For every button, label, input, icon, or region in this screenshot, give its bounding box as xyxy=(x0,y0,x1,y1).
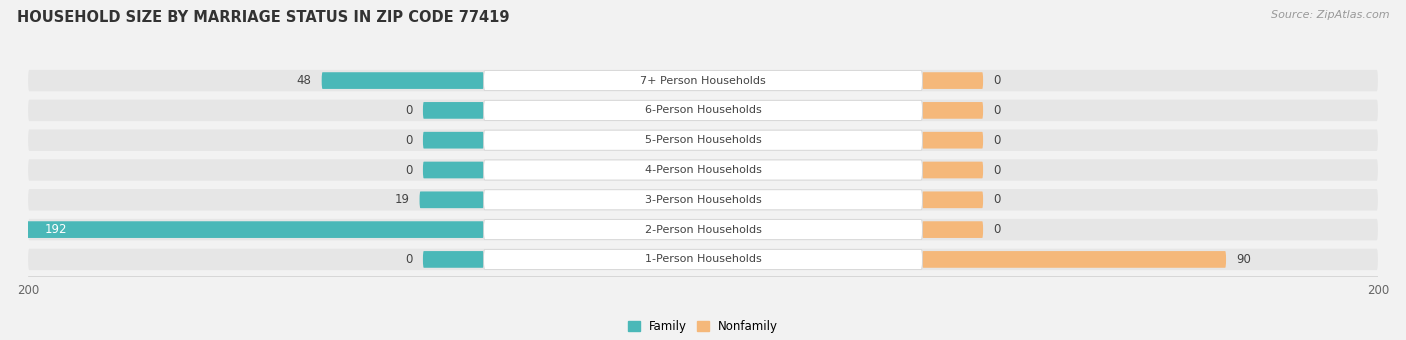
FancyBboxPatch shape xyxy=(922,251,1226,268)
Text: 0: 0 xyxy=(405,164,413,176)
Legend: Family, Nonfamily: Family, Nonfamily xyxy=(623,316,783,338)
FancyBboxPatch shape xyxy=(922,191,983,208)
FancyBboxPatch shape xyxy=(922,102,983,119)
Text: 0: 0 xyxy=(993,104,1001,117)
Text: 0: 0 xyxy=(993,223,1001,236)
Text: 48: 48 xyxy=(297,74,312,87)
Text: 0: 0 xyxy=(993,74,1001,87)
FancyBboxPatch shape xyxy=(28,249,1378,270)
Text: HOUSEHOLD SIZE BY MARRIAGE STATUS IN ZIP CODE 77419: HOUSEHOLD SIZE BY MARRIAGE STATUS IN ZIP… xyxy=(17,10,509,25)
FancyBboxPatch shape xyxy=(484,71,922,90)
FancyBboxPatch shape xyxy=(922,221,983,238)
Text: 2-Person Households: 2-Person Households xyxy=(644,225,762,235)
Text: 5-Person Households: 5-Person Households xyxy=(644,135,762,145)
Text: 19: 19 xyxy=(395,193,409,206)
Text: Source: ZipAtlas.com: Source: ZipAtlas.com xyxy=(1271,10,1389,20)
FancyBboxPatch shape xyxy=(0,221,484,238)
FancyBboxPatch shape xyxy=(484,250,922,269)
Text: 0: 0 xyxy=(405,104,413,117)
FancyBboxPatch shape xyxy=(28,219,1378,240)
FancyBboxPatch shape xyxy=(484,190,922,210)
FancyBboxPatch shape xyxy=(322,72,484,89)
Text: 0: 0 xyxy=(993,193,1001,206)
Text: 0: 0 xyxy=(993,164,1001,176)
FancyBboxPatch shape xyxy=(922,132,983,149)
Text: 0: 0 xyxy=(993,134,1001,147)
Text: 7+ Person Households: 7+ Person Households xyxy=(640,75,766,86)
FancyBboxPatch shape xyxy=(922,72,983,89)
FancyBboxPatch shape xyxy=(28,70,1378,91)
FancyBboxPatch shape xyxy=(28,100,1378,121)
FancyBboxPatch shape xyxy=(484,130,922,150)
FancyBboxPatch shape xyxy=(484,100,922,120)
FancyBboxPatch shape xyxy=(484,160,922,180)
FancyBboxPatch shape xyxy=(28,159,1378,181)
FancyBboxPatch shape xyxy=(28,189,1378,210)
Text: 1-Person Households: 1-Person Households xyxy=(644,254,762,265)
Text: 4-Person Households: 4-Person Households xyxy=(644,165,762,175)
Text: 3-Person Households: 3-Person Households xyxy=(644,195,762,205)
FancyBboxPatch shape xyxy=(28,130,1378,151)
FancyBboxPatch shape xyxy=(423,162,484,178)
FancyBboxPatch shape xyxy=(419,191,484,208)
Text: 0: 0 xyxy=(405,134,413,147)
FancyBboxPatch shape xyxy=(484,220,922,240)
FancyBboxPatch shape xyxy=(423,251,484,268)
Text: 0: 0 xyxy=(405,253,413,266)
Text: 90: 90 xyxy=(1236,253,1251,266)
FancyBboxPatch shape xyxy=(423,132,484,149)
Text: 6-Person Households: 6-Person Households xyxy=(644,105,762,115)
FancyBboxPatch shape xyxy=(423,102,484,119)
FancyBboxPatch shape xyxy=(922,162,983,178)
Text: 192: 192 xyxy=(45,223,67,236)
